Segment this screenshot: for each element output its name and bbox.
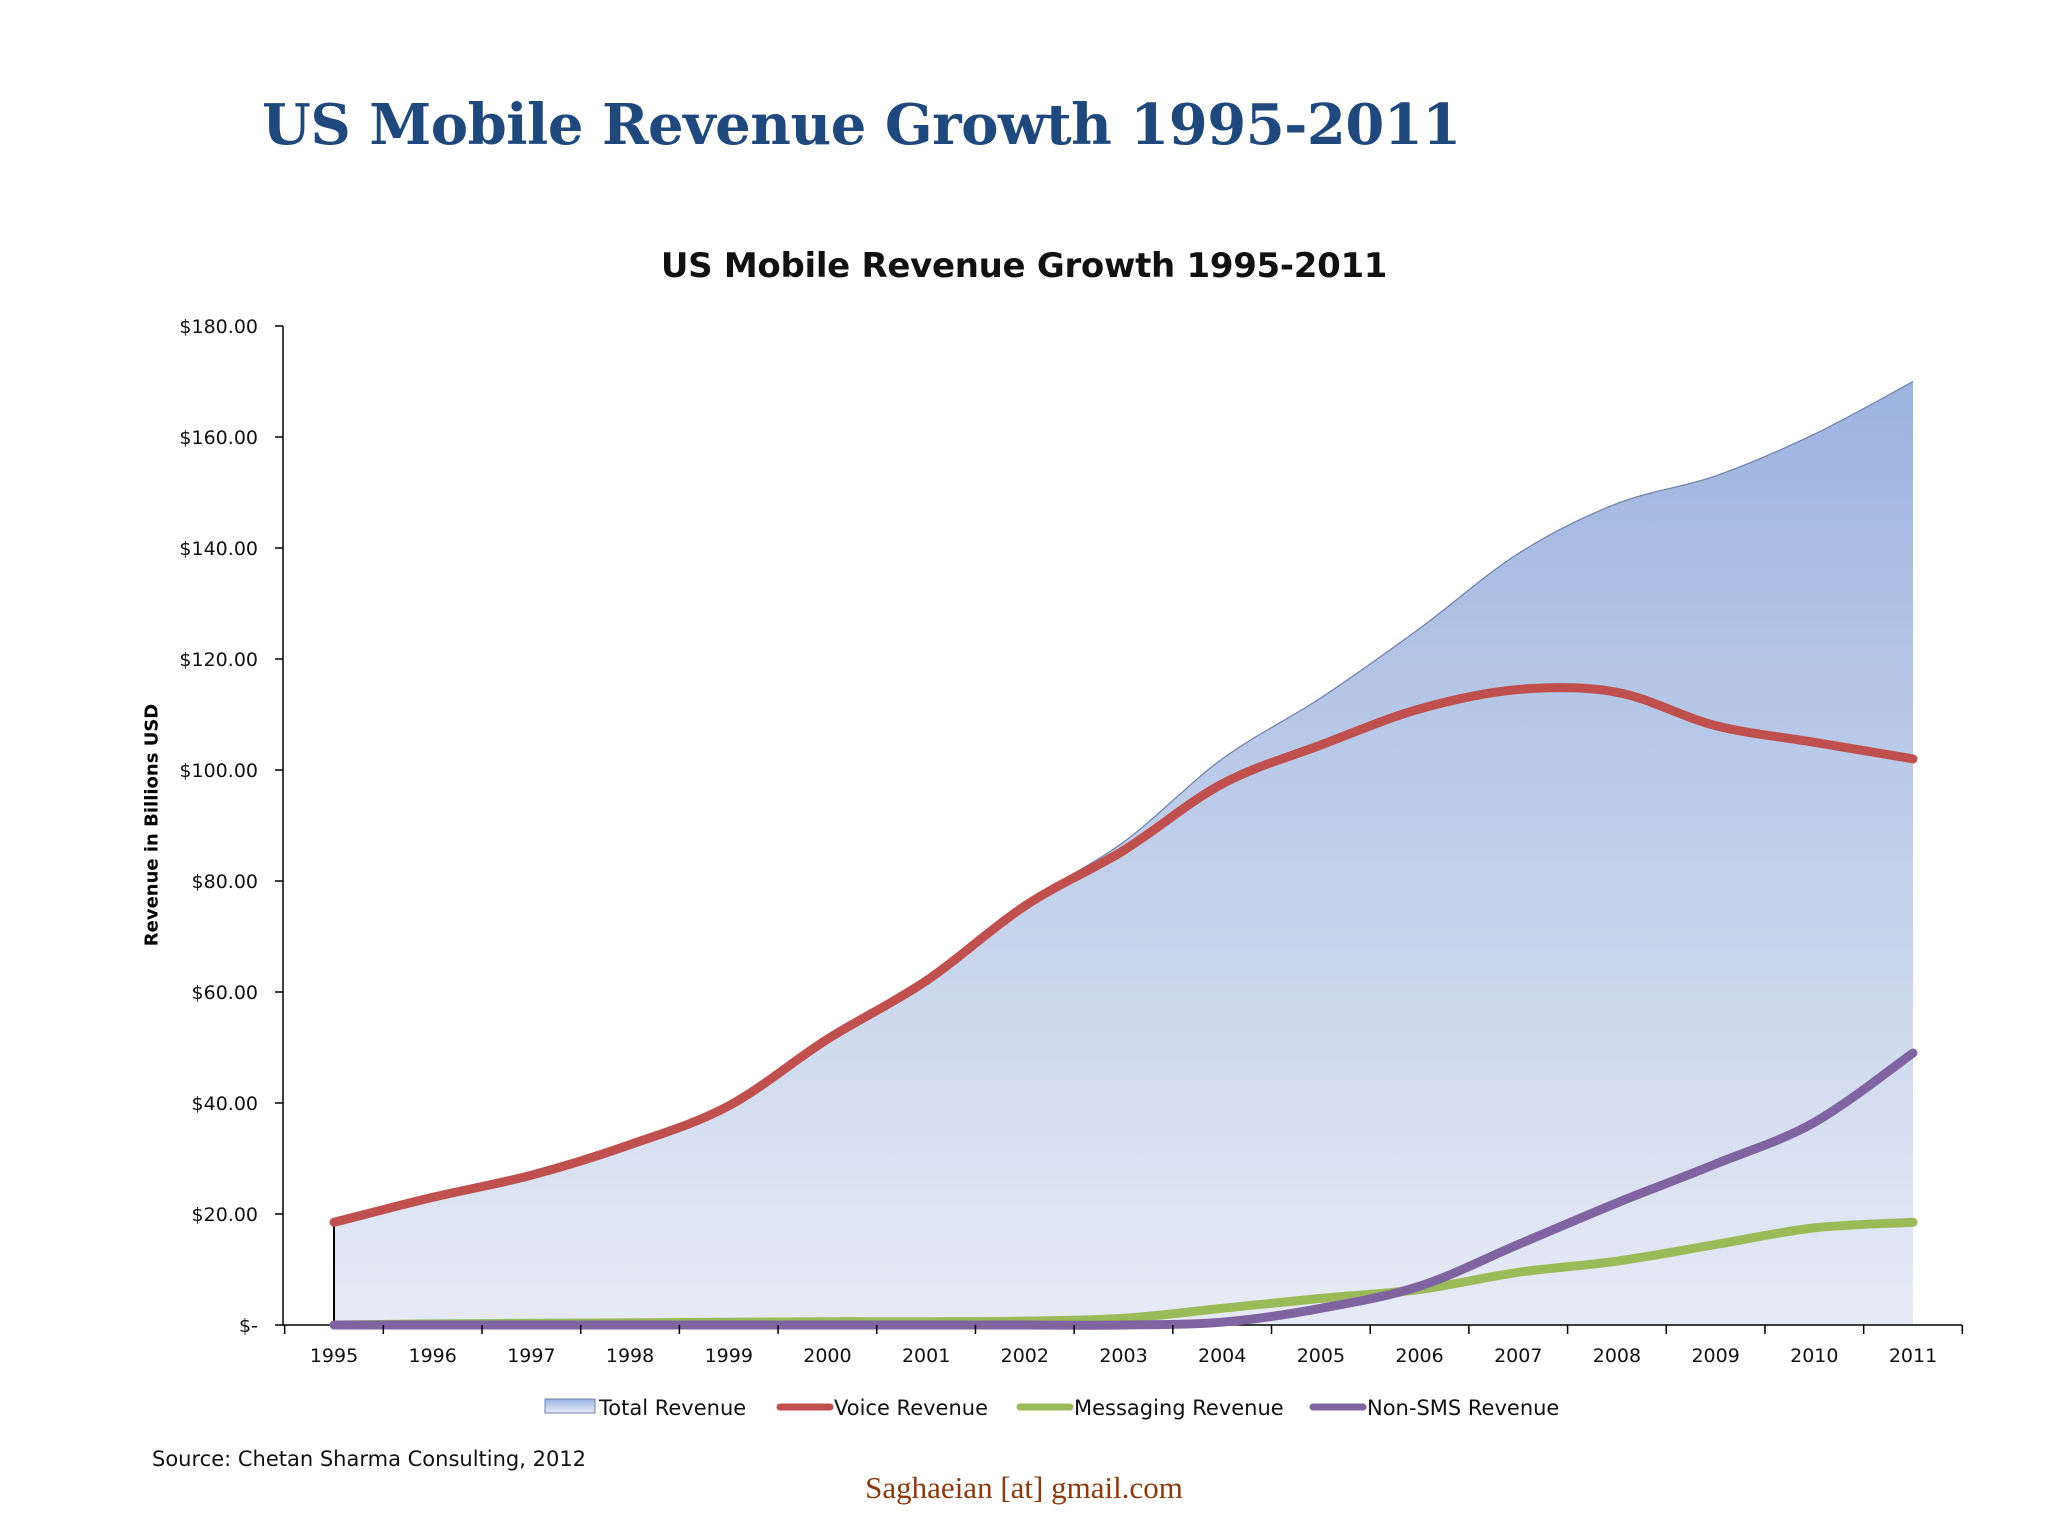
y-tick-label: $-: [239, 1315, 258, 1337]
x-tick-label-1996: 1996: [409, 1345, 457, 1367]
x-tick-label-1998: 1998: [606, 1345, 654, 1367]
y-tick-label: $140.00: [179, 538, 258, 560]
x-tick-label-1997: 1997: [507, 1345, 555, 1367]
y-tick-label: $180.00: [179, 316, 258, 338]
x-tick-label-2007: 2007: [1494, 1345, 1542, 1367]
source-note: Source: Chetan Sharma Consulting, 2012: [152, 1447, 587, 1471]
y-tick-label: $120.00: [179, 649, 258, 671]
x-tick-label-2005: 2005: [1297, 1345, 1345, 1367]
x-tick-label-2004: 2004: [1198, 1345, 1246, 1367]
x-tick-label-2002: 2002: [1001, 1345, 1049, 1367]
y-tick-label: $40.00: [192, 1093, 258, 1115]
x-tick-label-2010: 2010: [1790, 1345, 1838, 1367]
y-tick-label: $160.00: [179, 427, 258, 449]
x-tick-label-2001: 2001: [902, 1345, 950, 1367]
y-tick-label: $80.00: [192, 871, 258, 893]
voice-revenue-line: [329, 683, 1918, 1227]
x-tick-label-2009: 2009: [1691, 1345, 1739, 1367]
x-tick-label-2006: 2006: [1395, 1345, 1443, 1367]
non-sms-revenue-line: [329, 1048, 1918, 1330]
x-tick-label-1999: 1999: [705, 1345, 753, 1367]
y-axis-label: Revenue in Billions USD: [141, 703, 163, 947]
footer-email: Saghaeian [at] gmail.com: [865, 1470, 1183, 1505]
y-tick-label: $100.00: [179, 760, 258, 782]
chart-title: US Mobile Revenue Growth 1995-2011: [660, 246, 1388, 286]
legend-label-total-revenue: Total Revenue: [598, 1396, 746, 1420]
x-tick-label-2008: 2008: [1593, 1345, 1641, 1367]
x-tick-label-2003: 2003: [1099, 1345, 1147, 1367]
x-tick-label-2000: 2000: [803, 1345, 851, 1367]
legend-swatch-total-revenue: [544, 1398, 596, 1414]
slide-title: US Mobile Revenue Growth 1995-2011: [262, 92, 1461, 158]
y-tick-label: $20.00: [192, 1204, 258, 1226]
y-tick-label: $60.00: [192, 982, 258, 1004]
x-tick-label-2011: 2011: [1889, 1345, 1937, 1367]
x-tick-label-1995: 1995: [310, 1345, 358, 1367]
legend-label-voice-revenue: Voice Revenue: [834, 1396, 988, 1420]
legend-label-non-sms-revenue: Non-SMS Revenue: [1367, 1396, 1559, 1420]
legend-label-messaging-revenue: Messaging Revenue: [1074, 1396, 1284, 1420]
